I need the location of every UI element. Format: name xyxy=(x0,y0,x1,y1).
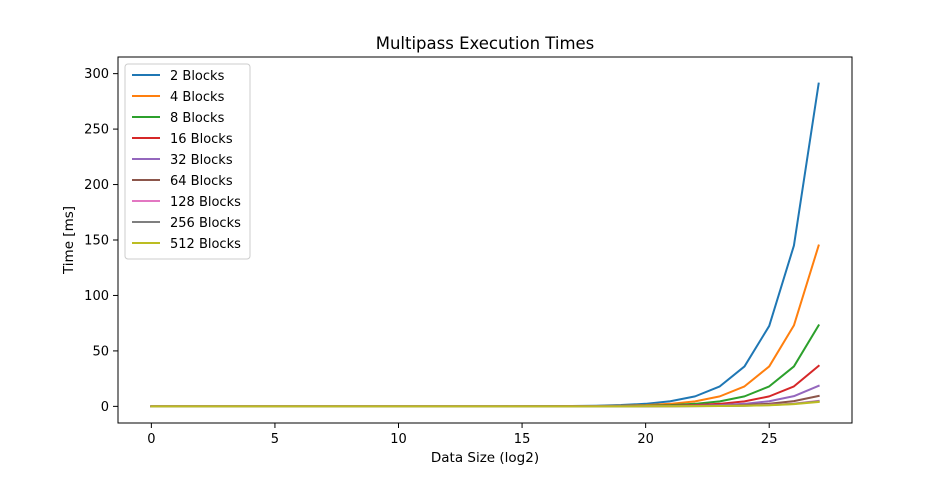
y-tick-label: 250 xyxy=(84,123,109,138)
legend-label: 32 Blocks xyxy=(170,153,233,168)
y-tick-label: 200 xyxy=(84,178,109,193)
legend: 2 Blocks 4 Blocks 8 Blocks 16 Blocks 32 Bloc… xyxy=(124,63,251,260)
x-tick-label: 5 xyxy=(271,432,279,447)
x-tick-label: 20 xyxy=(637,432,654,447)
legend-label: 256 Blocks xyxy=(170,216,241,231)
series-line-3 xyxy=(150,324,821,408)
x-tick-label: 25 xyxy=(761,432,778,447)
legend-label: 16 Blocks xyxy=(170,132,233,147)
legend-label: 2 Blocks xyxy=(170,69,225,84)
series-line-9 xyxy=(150,400,820,408)
x-tick-label: 10 xyxy=(390,432,407,447)
y-tick-label: 150 xyxy=(84,234,109,249)
legend-label: 8 Blocks xyxy=(170,111,225,126)
y-tick-label: 50 xyxy=(92,344,109,359)
y-tick-label: 0 xyxy=(101,400,109,415)
x-tick-label: 15 xyxy=(514,432,531,447)
series-line-2 xyxy=(150,244,820,408)
legend-label: 64 Blocks xyxy=(170,174,233,189)
x-axis-label: Data Size (log2) xyxy=(431,450,539,466)
chart-title: Multipass Execution Times xyxy=(376,34,595,53)
y-axis-label: Time [ms] xyxy=(61,206,77,275)
legend-label: 128 Blocks xyxy=(170,195,241,210)
legend-box xyxy=(124,63,251,260)
x-tick-label: 0 xyxy=(147,432,155,447)
series-line-1 xyxy=(150,82,820,408)
legend-label: 4 Blocks xyxy=(170,90,225,105)
y-tick-label: 300 xyxy=(84,67,109,82)
y-tick-label: 100 xyxy=(84,289,109,304)
legend-label: 512 Blocks xyxy=(170,237,241,252)
